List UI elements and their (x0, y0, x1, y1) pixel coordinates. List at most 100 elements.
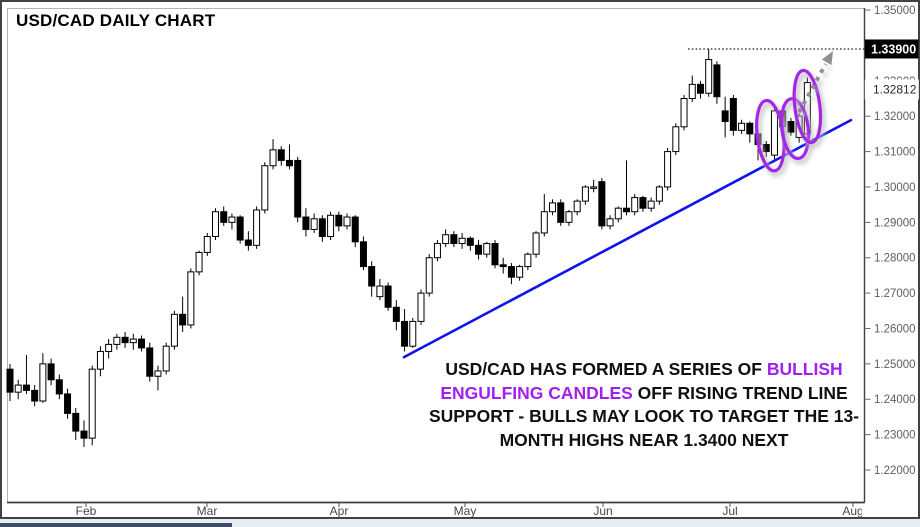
candlestick (425, 257, 433, 294)
last-price-box (864, 79, 919, 100)
candlestick (47, 363, 55, 381)
candlestick (277, 149, 285, 161)
price-tick-label: 1.31000 (874, 147, 916, 159)
candlestick (491, 243, 499, 266)
candlestick (770, 110, 778, 156)
candlestick (64, 393, 72, 414)
candlestick (285, 159, 293, 167)
candlestick (573, 200, 581, 213)
candlestick (565, 211, 573, 223)
candlestick (738, 122, 746, 131)
candlestick (696, 83, 704, 94)
candlestick (540, 211, 548, 234)
candlestick (631, 197, 639, 213)
candlestick (55, 379, 63, 395)
candlestick (335, 214, 343, 227)
arrow-shadow (800, 65, 832, 118)
candlestick (721, 110, 729, 123)
candlestick (187, 271, 195, 326)
candlestick (220, 211, 228, 223)
candlestick (664, 151, 672, 188)
candlestick (318, 218, 326, 237)
candlestick (598, 181, 606, 227)
candlestick (688, 83, 696, 100)
candlestick (212, 211, 219, 237)
candlestick (590, 186, 598, 189)
candlestick (138, 338, 146, 349)
candlestick (557, 202, 565, 223)
annotation-text: OFF RISING TREND LINE (632, 382, 848, 403)
candlestick (179, 313, 187, 326)
month-label: Jun (593, 504, 612, 518)
candlestick (614, 207, 622, 220)
candlestick (713, 64, 721, 98)
annotation-text: SUPPORT - BULLS MAY LOOK TO TARGET THE 1… (428, 406, 860, 426)
month-label: Aug (842, 504, 863, 518)
candlestick (384, 285, 392, 308)
price-tick-label: 1.32000 (874, 111, 916, 123)
price-tick-label: 1.29000 (874, 217, 916, 229)
candlestick (22, 384, 30, 391)
candlestick (475, 244, 483, 255)
annotation-line: USD/CAD HAS FORMED A SERIES OF BULLISH (400, 358, 888, 382)
target-arrow-tail (797, 63, 828, 113)
candlestick (787, 121, 795, 133)
annotation-highlight: ENGULFING CANDLES (440, 382, 633, 403)
candlestick (170, 313, 178, 347)
candlestick (549, 202, 557, 213)
candlestick (6, 368, 14, 393)
candlestick (302, 216, 310, 230)
candlestick (368, 266, 376, 287)
candlestick (392, 306, 400, 322)
candlestick (88, 368, 96, 439)
candlestick (705, 59, 713, 94)
candlestick (376, 285, 384, 298)
month-label: Apr (330, 504, 349, 518)
target-arrow-icon (821, 51, 833, 66)
month-label: Jul (722, 504, 737, 518)
bullish-engulfing-ellipse (779, 97, 811, 161)
candlestick (105, 343, 113, 352)
candlestick (310, 218, 318, 230)
candlestick (253, 209, 261, 246)
candlestick (729, 98, 737, 131)
candlestick (483, 243, 491, 255)
analysis-annotation: USD/CAD HAS FORMED A SERIES OF BULLISH EN… (400, 358, 888, 452)
candlestick (14, 384, 22, 393)
current-price-label: 1.33900 (871, 42, 916, 56)
price-tick-label: 1.27000 (874, 288, 916, 300)
candlestick (433, 243, 441, 259)
candlestick (359, 241, 367, 268)
candlestick (746, 122, 754, 135)
price-tick-label: 1.26000 (874, 323, 916, 335)
price-tick-label: 1.24000 (874, 394, 916, 406)
annotation-text: USD/CAD HAS FORMED A SERIES OF (445, 359, 767, 379)
candlestick (409, 320, 417, 347)
candlestick (606, 218, 614, 227)
candlestick (195, 251, 203, 273)
candlestick (31, 389, 39, 402)
price-tick-label: 1.28000 (874, 253, 916, 265)
candlestick (672, 126, 680, 153)
candlestick (417, 292, 425, 322)
candlestick (228, 216, 236, 223)
annotation-text: MONTH HIGHS NEAR 1.3400 NEXT (499, 429, 789, 450)
annotation-line: SUPPORT - BULLS MAY LOOK TO TARGET THE 1… (400, 405, 888, 429)
price-tick-label: 1.23000 (874, 430, 916, 442)
candlestick (146, 347, 154, 377)
candlestick (623, 207, 630, 213)
candlestick (236, 216, 244, 241)
bullish-engulfing-ellipse (792, 68, 823, 145)
candlestick (680, 98, 688, 128)
current-price-box (865, 39, 919, 59)
candlestick (499, 264, 507, 268)
ellipse-shadow (794, 71, 826, 149)
candlestick (343, 216, 351, 227)
price-tick-label: 1.25000 (874, 359, 916, 371)
candlestick (450, 234, 458, 245)
candlestick (80, 430, 88, 439)
candlestick (524, 253, 532, 268)
candlestick (639, 197, 647, 209)
